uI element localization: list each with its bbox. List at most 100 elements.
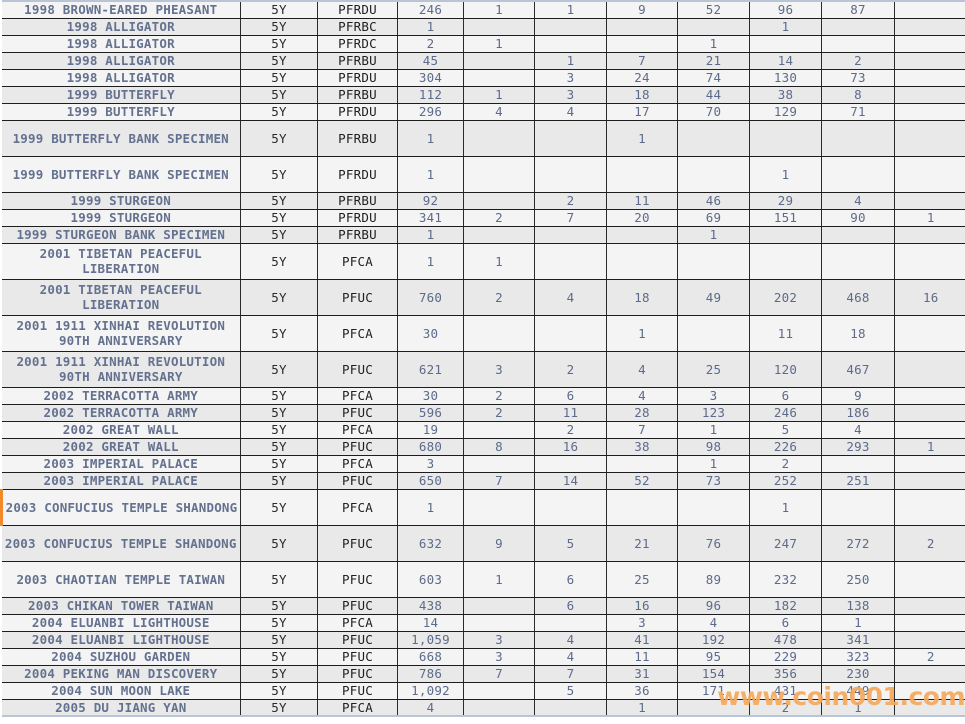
table-row[interactable]: 2004 SUZHOU GARDEN 5Y PFUC 668 3 4 11 95 229 323 2: [1, 648, 965, 666]
cell-code: PFRDU: [317, 103, 398, 121]
cell-g2: [534, 120, 607, 157]
table-row[interactable]: 2003 CHAOTIAN TEMPLE TAIWAN 5Y PFUC 603 1 6 25…: [1, 561, 965, 598]
cell-g7: [894, 631, 965, 649]
cell-name: 2001 TIBETAN PEACEFUL LIBERATION: [1, 243, 241, 280]
cell-g6: 1: [821, 614, 895, 632]
table-row[interactable]: 2001 TIBETAN PEACEFUL LIBERATION 5Y PFCA 1 1: [1, 243, 965, 280]
table-row[interactable]: 2004 PEKING MAN DISCOVERY 5Y PFUC 786 7 7 31 15…: [1, 665, 965, 683]
cell-g6: 323: [821, 648, 895, 666]
cell-g7: [894, 472, 965, 490]
cell-g5: 1: [749, 156, 822, 193]
table-row[interactable]: 1999 BUTTERFLY 5Y PFRBU 112 1 3 18 44 38 8: [1, 86, 965, 104]
table-row[interactable]: 1999 STURGEON 5Y PFRDU 341 2 7 20 69 151 90 1: [1, 209, 965, 227]
cell-g3: 36: [606, 682, 678, 700]
cell-g4: 69: [677, 209, 750, 227]
cell-g2: 6: [534, 597, 607, 615]
table-row[interactable]: 2001 1911 XINHAI REVOLUTION 90TH ANNIVER…: [1, 351, 965, 388]
table-row[interactable]: 1998 ALLIGATOR 5Y PFRDC 2 1 1: [1, 35, 965, 53]
cell-g3: 3: [606, 614, 678, 632]
cell-g3: 11: [606, 192, 678, 210]
table-row[interactable]: 1999 STURGEON 5Y PFRBU 92 2 11 46 29 4: [1, 192, 965, 210]
cell-g7: 1: [894, 438, 965, 456]
cell-total: 341: [397, 209, 464, 227]
table-row[interactable]: 1999 BUTTERFLY BANK SPECIMEN 5Y PFRDU 1 1: [1, 156, 965, 193]
cell-denom: 5Y: [240, 209, 318, 227]
cell-g1: 1: [463, 35, 535, 53]
cell-g6: 18: [821, 315, 895, 352]
table-row[interactable]: 2002 GREAT WALL 5Y PFUC 680 8 16 38 98 226 293 1: [1, 438, 965, 456]
cell-total: 786: [397, 665, 464, 683]
cell-code: PFUC: [317, 597, 398, 615]
table-row[interactable]: 1998 BROWN-EARED PHEASANT 5Y PFRDU 246 1 1 9 52…: [1, 1, 965, 19]
cell-g1: 1: [463, 1, 535, 19]
table-row[interactable]: 2001 1911 XINHAI REVOLUTION 90TH ANNIVER…: [1, 315, 965, 352]
cell-g2: 16: [534, 438, 607, 456]
cell-g7: [894, 226, 965, 244]
cell-g3: [606, 18, 678, 36]
table-row[interactable]: 2002 TERRACOTTA ARMY 5Y PFUC 596 2 11 28 123 246…: [1, 404, 965, 422]
cell-denom: 5Y: [240, 631, 318, 649]
table-row[interactable]: 2003 CHIKAN TOWER TAIWAN 5Y PFUC 438 6 16 96 18…: [1, 597, 965, 615]
cell-g6: 230: [821, 665, 895, 683]
cell-code: PFRDU: [317, 69, 398, 87]
cell-g3: [606, 35, 678, 53]
cell-g5: 478: [749, 631, 822, 649]
table-row[interactable]: 1999 STURGEON BANK SPECIMEN 5Y PFRBU 1 1: [1, 226, 965, 244]
table-row[interactable]: 2004 ELUANBI LIGHTHOUSE 5Y PFCA 14 3 4 6 1: [1, 614, 965, 632]
cell-name: 2003 CHIKAN TOWER TAIWAN: [1, 597, 241, 615]
table-row[interactable]: 2005 DU JIANG YAN 5Y PFCA 4 1 2 1: [1, 699, 965, 716]
cell-total: 1: [397, 120, 464, 157]
table-row[interactable]: 2003 CONFUCIUS TEMPLE SHANDONG 5Y PFUC 632 9…: [1, 525, 965, 562]
cell-g6: 71: [821, 103, 895, 121]
table-row[interactable]: 2004 SUN MOON LAKE 5Y PFUC 1,092 5 36 171 431 44…: [1, 682, 965, 700]
table-row[interactable]: 2003 IMPERIAL PALACE 5Y PFCA 3 1 2: [1, 455, 965, 473]
cell-g4: 123: [677, 404, 750, 422]
cell-g3: 4: [606, 387, 678, 405]
table-row[interactable]: 2001 TIBETAN PEACEFUL LIBERATION 5Y PFUC 76…: [1, 279, 965, 316]
cell-total: 1: [397, 243, 464, 280]
cell-total: 3: [397, 455, 464, 473]
table-row[interactable]: 2004 ELUANBI LIGHTHOUSE 5Y PFUC 1,059 3 4 41 19…: [1, 631, 965, 649]
cell-g5: 6: [749, 387, 822, 405]
cell-g5: 431: [749, 682, 822, 700]
cell-g7: [894, 86, 965, 104]
cell-name: 1998 ALLIGATOR: [1, 69, 241, 87]
cell-g1: [463, 597, 535, 615]
cell-g2: 5: [534, 682, 607, 700]
table-row[interactable]: 1998 ALLIGATOR 5Y PFRBC 1 1: [1, 18, 965, 36]
cell-denom: 5Y: [240, 1, 318, 19]
cell-code: PFRDU: [317, 156, 398, 193]
cell-g1: [463, 226, 535, 244]
cell-g5: 5: [749, 421, 822, 439]
cell-g5: 1: [749, 18, 822, 36]
cell-name: 2002 GREAT WALL: [1, 421, 241, 439]
cell-g5: 14: [749, 52, 822, 70]
cell-g6: 468: [821, 279, 895, 316]
cell-g1: [463, 682, 535, 700]
cell-name: 2004 ELUANBI LIGHTHOUSE: [1, 631, 241, 649]
cell-g1: [463, 192, 535, 210]
cell-g5: 202: [749, 279, 822, 316]
cell-g3: [606, 455, 678, 473]
table-row[interactable]: 2002 TERRACOTTA ARMY 5Y PFCA 30 2 6 4 3 6 9: [1, 387, 965, 405]
cell-name: 2003 CONFUCIUS TEMPLE SHANDONG: [1, 525, 241, 562]
cell-denom: 5Y: [240, 18, 318, 36]
table-row[interactable]: 1998 ALLIGATOR 5Y PFRBU 45 1 7 21 14 2: [1, 52, 965, 70]
table-row[interactable]: 1998 ALLIGATOR 5Y PFRDU 304 3 24 74 130 73: [1, 69, 965, 87]
table-row[interactable]: 1999 BUTTERFLY 5Y PFRDU 296 4 4 17 70 129 71: [1, 103, 965, 121]
cell-g6: [821, 18, 895, 36]
cell-g5: 182: [749, 597, 822, 615]
table-row[interactable]: 2003 CONFUCIUS TEMPLE SHANDONG 5Y PFCA 1 1: [0, 489, 965, 526]
table-row[interactable]: 2003 IMPERIAL PALACE 5Y PFUC 650 7 14 52 73 252 2…: [1, 472, 965, 490]
cell-g2: 4: [534, 103, 607, 121]
cell-code: PFCA: [317, 387, 398, 405]
cell-g4: 1: [677, 421, 750, 439]
cell-g6: 186: [821, 404, 895, 422]
cell-name: 2003 IMPERIAL PALACE: [1, 472, 241, 490]
table-row[interactable]: 1999 BUTTERFLY BANK SPECIMEN 5Y PFRBU 1 1: [1, 120, 965, 157]
table-row[interactable]: 2002 GREAT WALL 5Y PFCA 19 2 7 1 5 4: [1, 421, 965, 439]
cell-g1: [463, 69, 535, 87]
cell-code: PFUC: [317, 631, 398, 649]
cell-total: 668: [397, 648, 464, 666]
cell-total: 30: [397, 315, 464, 352]
